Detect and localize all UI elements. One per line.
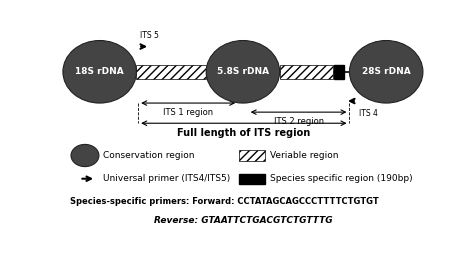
Bar [239,174,265,184]
Text: Species-specific primers: Forward: CCTATAGCAGCCCTTTTCTGTGT: Species-specific primers: Forward: CCTAT… [70,197,379,206]
Text: 18S rDNA: 18S rDNA [75,67,124,76]
Text: Full length of ITS region: Full length of ITS region [177,128,310,138]
Text: Species specific region (190bp): Species specific region (190bp) [271,174,413,183]
Text: Conservation region: Conservation region [103,151,195,160]
Ellipse shape [349,41,423,103]
Text: ITS 1 region: ITS 1 region [163,108,213,117]
Text: ITS 2 region: ITS 2 region [273,117,324,126]
Ellipse shape [206,41,280,103]
Bar [280,65,333,79]
Bar [334,65,344,79]
Text: ITS 5: ITS 5 [140,30,159,40]
Bar [137,65,206,79]
Text: 5.8S rDNA: 5.8S rDNA [217,67,269,76]
Ellipse shape [63,41,137,103]
Ellipse shape [71,144,99,167]
Text: Veriable region: Veriable region [271,151,339,160]
Bar [239,150,265,161]
Text: Reverse: GTAATTCTGACGTCTGTTTG: Reverse: GTAATTCTGACGTCTGTTTG [154,216,332,225]
Text: 28S rDNA: 28S rDNA [362,67,410,76]
Text: ITS 4: ITS 4 [359,109,377,118]
Text: Universal primer (ITS4/ITS5): Universal primer (ITS4/ITS5) [103,174,230,183]
